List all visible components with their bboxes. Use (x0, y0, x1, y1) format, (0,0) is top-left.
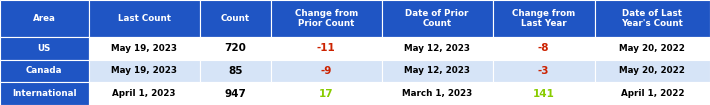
Text: April 1, 2022: April 1, 2022 (621, 89, 684, 98)
Text: Change from
Prior Count: Change from Prior Count (295, 9, 358, 28)
Text: Date of Last
Year's Count: Date of Last Year's Count (621, 9, 683, 28)
Text: Last Count: Last Count (118, 14, 170, 23)
Bar (271, 0, 382, 37)
Text: US: US (38, 44, 51, 53)
Bar (271, 82, 382, 105)
Bar (594, 82, 710, 105)
Text: 85: 85 (228, 66, 242, 76)
Text: 141: 141 (532, 89, 555, 99)
Text: May 12, 2023: May 12, 2023 (404, 66, 470, 75)
Text: May 19, 2023: May 19, 2023 (111, 66, 178, 75)
Text: April 1, 2023: April 1, 2023 (112, 89, 176, 98)
Text: -8: -8 (538, 43, 550, 53)
Bar (493, 82, 595, 105)
Text: May 19, 2023: May 19, 2023 (111, 44, 178, 53)
Text: May 20, 2022: May 20, 2022 (619, 44, 685, 53)
Bar (200, 37, 271, 60)
Bar (271, 60, 382, 82)
Bar (0, 60, 89, 82)
Bar (89, 0, 200, 37)
Bar (89, 60, 200, 82)
Bar (200, 0, 271, 37)
Bar (493, 60, 595, 82)
Bar (200, 60, 271, 82)
Bar (594, 60, 710, 82)
Bar (0, 37, 89, 60)
Text: 17: 17 (319, 89, 334, 99)
Text: May 20, 2022: May 20, 2022 (619, 66, 685, 75)
Text: March 1, 2023: March 1, 2023 (402, 89, 472, 98)
Text: 720: 720 (224, 43, 246, 53)
Bar (382, 60, 493, 82)
Bar (271, 37, 382, 60)
Text: Area: Area (33, 14, 56, 23)
Bar (0, 0, 89, 37)
Bar (89, 37, 200, 60)
Bar (594, 0, 710, 37)
Bar (200, 82, 271, 105)
Text: Date of Prior
Count: Date of Prior Count (405, 9, 469, 28)
Text: May 12, 2023: May 12, 2023 (404, 44, 470, 53)
Text: -9: -9 (320, 66, 332, 76)
Bar (382, 0, 493, 37)
Text: Change from
Last Year: Change from Last Year (512, 9, 575, 28)
Bar (594, 37, 710, 60)
Text: -3: -3 (538, 66, 550, 76)
Text: Count: Count (221, 14, 250, 23)
Text: 947: 947 (224, 89, 246, 99)
Bar (89, 82, 200, 105)
Text: Canada: Canada (26, 66, 62, 75)
Text: International: International (12, 89, 77, 98)
Bar (382, 82, 493, 105)
Bar (493, 37, 595, 60)
Bar (382, 37, 493, 60)
Bar (493, 0, 595, 37)
Bar (0, 82, 89, 105)
Text: -11: -11 (317, 43, 336, 53)
